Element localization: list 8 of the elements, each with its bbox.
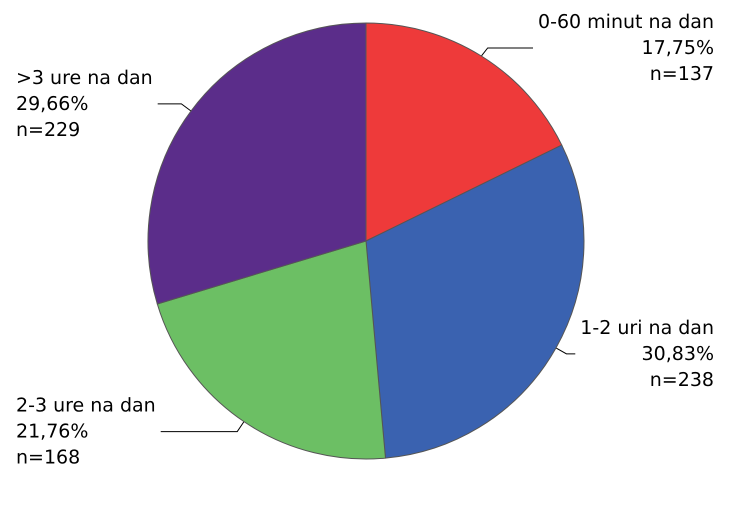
data-label: 29,66% n=229: [16, 92, 88, 141]
slice-label: 0-60 minut na dan: [538, 11, 714, 33]
slice-label: >3 ure na dan: [16, 66, 153, 89]
data-label: 17,75% n=137: [642, 37, 714, 85]
data-label: 30,83% n=238: [642, 342, 714, 391]
slice-label: 2-3 ure na dan: [16, 394, 156, 417]
data-label: 21,76% n=168: [16, 420, 88, 469]
slice-label: 1-2 uri na dan: [580, 316, 714, 339]
